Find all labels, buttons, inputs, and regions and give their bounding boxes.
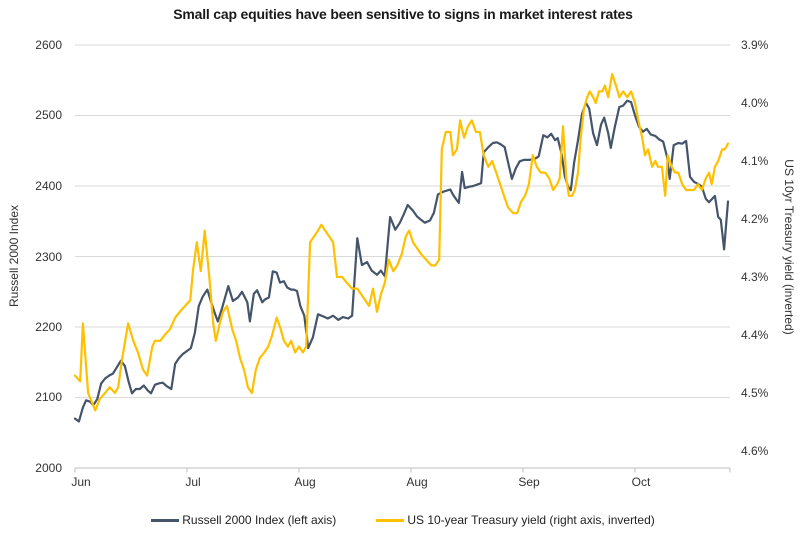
legend-label-treasury: US 10-year Treasury yield (right axis, i…	[407, 513, 655, 527]
legend: Russell 2000 Index (left axis) US 10-yea…	[0, 513, 806, 527]
x-axis-tick: Aug	[406, 475, 428, 489]
x-axis-tick: Aug	[294, 475, 316, 489]
treasury-line-swatch	[376, 518, 405, 522]
left-axis-tick: 2200	[35, 320, 62, 334]
x-axis-tick: Oct	[631, 475, 651, 489]
right-axis-tick: 4.2%	[741, 212, 769, 226]
left-axis-tick: 2000	[35, 461, 62, 475]
right-axis-tick: 4.5%	[741, 386, 769, 400]
russell-line-swatch	[151, 518, 180, 522]
legend-item-russell: Russell 2000 Index (left axis)	[151, 513, 336, 527]
left-axis-tick: 2600	[35, 38, 62, 52]
treasury-yield-line	[73, 72, 730, 412]
x-axis-tick: Jun	[71, 475, 91, 489]
chart-title: Small cap equities have been sensitive t…	[173, 6, 633, 22]
right-axis-tick: 4.6%	[741, 444, 769, 458]
right-axis-tick: 3.9%	[741, 38, 769, 52]
x-axis-tick: Jul	[185, 475, 201, 489]
left-axis-tick: 2500	[35, 108, 62, 122]
right-axis-tick: 4.0%	[741, 96, 769, 110]
left-axis-tick: 2300	[35, 250, 62, 264]
legend-label-russell: Russell 2000 Index (left axis)	[182, 513, 337, 527]
russell-2000-line	[73, 99, 730, 423]
right-axis-tick: 4.1%	[741, 154, 769, 168]
left-axis-tick: 2400	[35, 179, 62, 193]
right-axis-tick: 4.4%	[741, 328, 769, 342]
right-axis-tick: 4.3%	[741, 270, 769, 284]
left-axis-tick: 2100	[35, 390, 62, 404]
legend-item-treasury: US 10-year Treasury yield (right axis, i…	[376, 513, 655, 527]
x-axis-tick: Sep	[518, 475, 540, 489]
